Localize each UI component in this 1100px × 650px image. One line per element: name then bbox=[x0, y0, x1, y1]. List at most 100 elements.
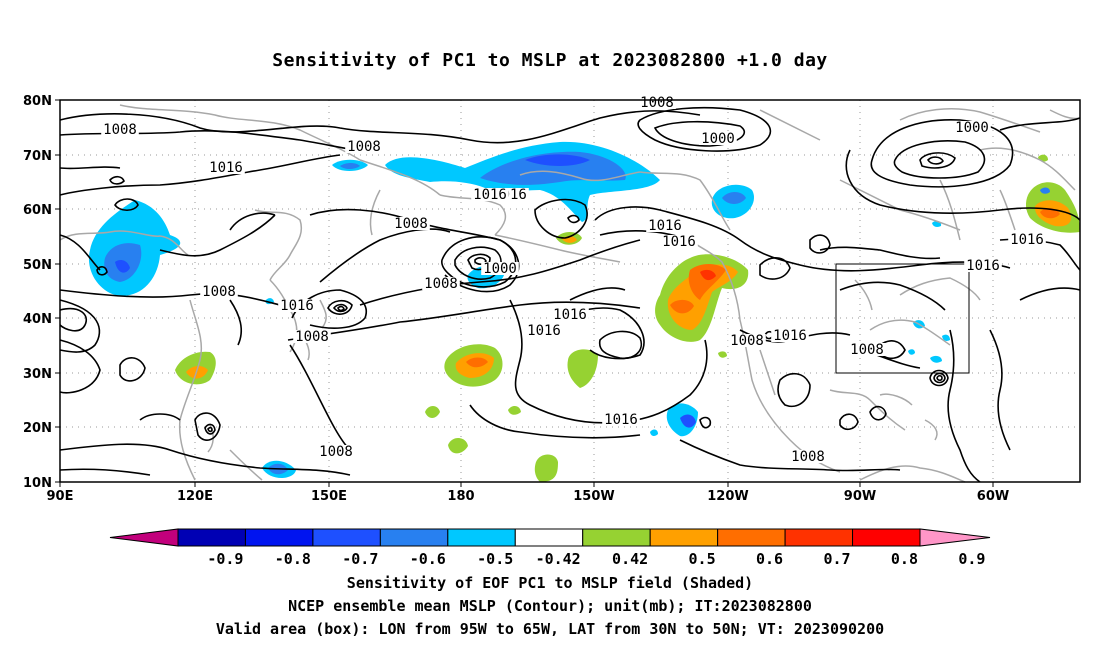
colorbar-tick-label: -0.5 bbox=[477, 550, 513, 568]
svg-text:1008: 1008 bbox=[347, 139, 381, 155]
colorbar-box bbox=[312, 528, 381, 547]
contour-label: 1016 bbox=[551, 307, 589, 323]
colorbar-tick-label: -0.8 bbox=[275, 550, 311, 568]
svg-text:1016: 1016 bbox=[473, 187, 507, 203]
mslp-contours bbox=[59, 106, 1081, 483]
map-title: Sensitivity of PC1 to MSLP at 2023082800… bbox=[272, 50, 828, 71]
colorbar-box bbox=[244, 528, 314, 547]
contour-label: 1008 bbox=[638, 95, 676, 111]
contour-label: 1000 bbox=[481, 261, 519, 277]
colorbar-tick-label: 0.7 bbox=[823, 550, 850, 568]
svg-text:1008: 1008 bbox=[850, 342, 884, 358]
plot-frame bbox=[59, 99, 1081, 483]
shade-patch bbox=[667, 264, 738, 330]
shade-patch bbox=[680, 414, 696, 428]
colorbar-tick-label: 0.42 bbox=[612, 550, 648, 568]
colorbar-tick-label: 0.8 bbox=[891, 550, 918, 568]
colorbar-tick-label: 0.9 bbox=[958, 550, 985, 568]
lat-label: 50N bbox=[23, 258, 52, 273]
shade-patch bbox=[670, 299, 694, 314]
shade-patch bbox=[525, 154, 590, 166]
svg-text:1008: 1008 bbox=[640, 95, 674, 111]
svg-text:1008: 1008 bbox=[730, 333, 764, 349]
latitude-labels: 80N 70N 60N 50N 40N 30N 20N 10N bbox=[23, 94, 52, 491]
contour-label: 1008 bbox=[848, 342, 886, 358]
contour-label: 1016 bbox=[602, 412, 640, 428]
contour-label: 1016 bbox=[207, 160, 245, 176]
shade-patch bbox=[908, 349, 915, 355]
svg-text:1016: 1016 bbox=[648, 218, 682, 234]
shade-patch bbox=[115, 260, 130, 273]
contour-label: 1016 bbox=[771, 328, 809, 344]
colorbar-box bbox=[514, 528, 584, 547]
contour-label: 1000 bbox=[699, 131, 737, 147]
shade-patch bbox=[1040, 187, 1050, 194]
contour-label: 1008 bbox=[317, 444, 355, 460]
svg-text:1016: 1016 bbox=[553, 307, 587, 323]
caption-line-1: Sensitivity of EOF PC1 to MSLP field (Sh… bbox=[346, 574, 754, 592]
colorbar-left-arrow bbox=[109, 528, 179, 547]
shade-patch bbox=[425, 406, 440, 418]
svg-text:1016: 1016 bbox=[966, 258, 1000, 274]
shade-patch bbox=[722, 192, 746, 204]
colorbar-tick-label: -0.6 bbox=[410, 550, 446, 568]
lon-label: 150E bbox=[311, 489, 347, 504]
lat-label: 20N bbox=[23, 421, 52, 436]
svg-text:1016: 1016 bbox=[527, 323, 561, 339]
svg-text:1000: 1000 bbox=[701, 131, 735, 147]
valid-area-box bbox=[835, 263, 970, 374]
colorbar-box bbox=[447, 528, 516, 547]
colorbar-tick-label: -0.9 bbox=[207, 550, 243, 568]
contour-label: 1008 bbox=[345, 139, 383, 155]
shade-patch bbox=[942, 334, 950, 341]
colorbar-right-arrow bbox=[919, 528, 991, 547]
contour-label: 1008 bbox=[789, 449, 827, 465]
svg-text:1008: 1008 bbox=[394, 216, 428, 232]
contour-label: 1016 bbox=[278, 298, 316, 314]
svg-text:1008: 1008 bbox=[202, 284, 236, 300]
svg-text:1016: 1016 bbox=[604, 412, 638, 428]
lon-label: 180 bbox=[447, 489, 474, 504]
svg-text:1008: 1008 bbox=[319, 444, 353, 460]
caption-line-2: NCEP ensemble mean MSLP (Contour); unit(… bbox=[288, 597, 812, 615]
lat-label: 70N bbox=[23, 149, 52, 164]
colorbar-box bbox=[852, 528, 921, 547]
contour-label: 1008 bbox=[392, 216, 430, 232]
lon-label: 150W bbox=[573, 489, 614, 504]
colorbar-box bbox=[717, 528, 786, 547]
shade-patch bbox=[466, 357, 488, 368]
colorbar-tick-label: -0.7 bbox=[342, 550, 378, 568]
lon-label: 120W bbox=[707, 489, 748, 504]
svg-text:1008: 1008 bbox=[424, 276, 458, 292]
colorbar-box bbox=[649, 528, 719, 547]
svg-text:1000: 1000 bbox=[955, 120, 989, 136]
longitude-labels: 90E 120E 150E 180 150W 120W 90W 60W bbox=[47, 489, 1010, 504]
shade-patch bbox=[688, 264, 726, 300]
svg-text:1016: 1016 bbox=[280, 298, 314, 314]
shade-patch bbox=[534, 454, 558, 482]
colorbar-box bbox=[582, 528, 651, 547]
colorbar-tick-label: 0.6 bbox=[756, 550, 783, 568]
caption-line-3: Valid area (box): LON from 95W to 65W, L… bbox=[215, 620, 885, 638]
contour-label: 1016 bbox=[964, 258, 1002, 274]
colorbar-tick-label: 0.5 bbox=[689, 550, 716, 568]
contour-label: 1016 bbox=[1008, 232, 1046, 248]
sensitivity-shading bbox=[88, 141, 1080, 482]
shade-patch bbox=[448, 437, 468, 454]
svg-text:1008: 1008 bbox=[295, 329, 329, 345]
contour-label: 1016 bbox=[525, 323, 563, 339]
contour-label: 1016 bbox=[471, 187, 509, 203]
colorbar-box bbox=[379, 528, 449, 547]
contour-label: 1016 bbox=[660, 234, 698, 250]
shade-patch bbox=[340, 163, 360, 169]
shade-patch bbox=[718, 351, 727, 358]
lon-label: 60W bbox=[977, 489, 1009, 504]
lon-label: 90W bbox=[844, 489, 876, 504]
svg-text:1016: 1016 bbox=[662, 234, 696, 250]
lat-label: 10N bbox=[23, 476, 52, 491]
lon-label: 90E bbox=[47, 489, 74, 504]
svg-text:1016: 1016 bbox=[209, 160, 243, 176]
coastlines bbox=[59, 104, 1081, 483]
